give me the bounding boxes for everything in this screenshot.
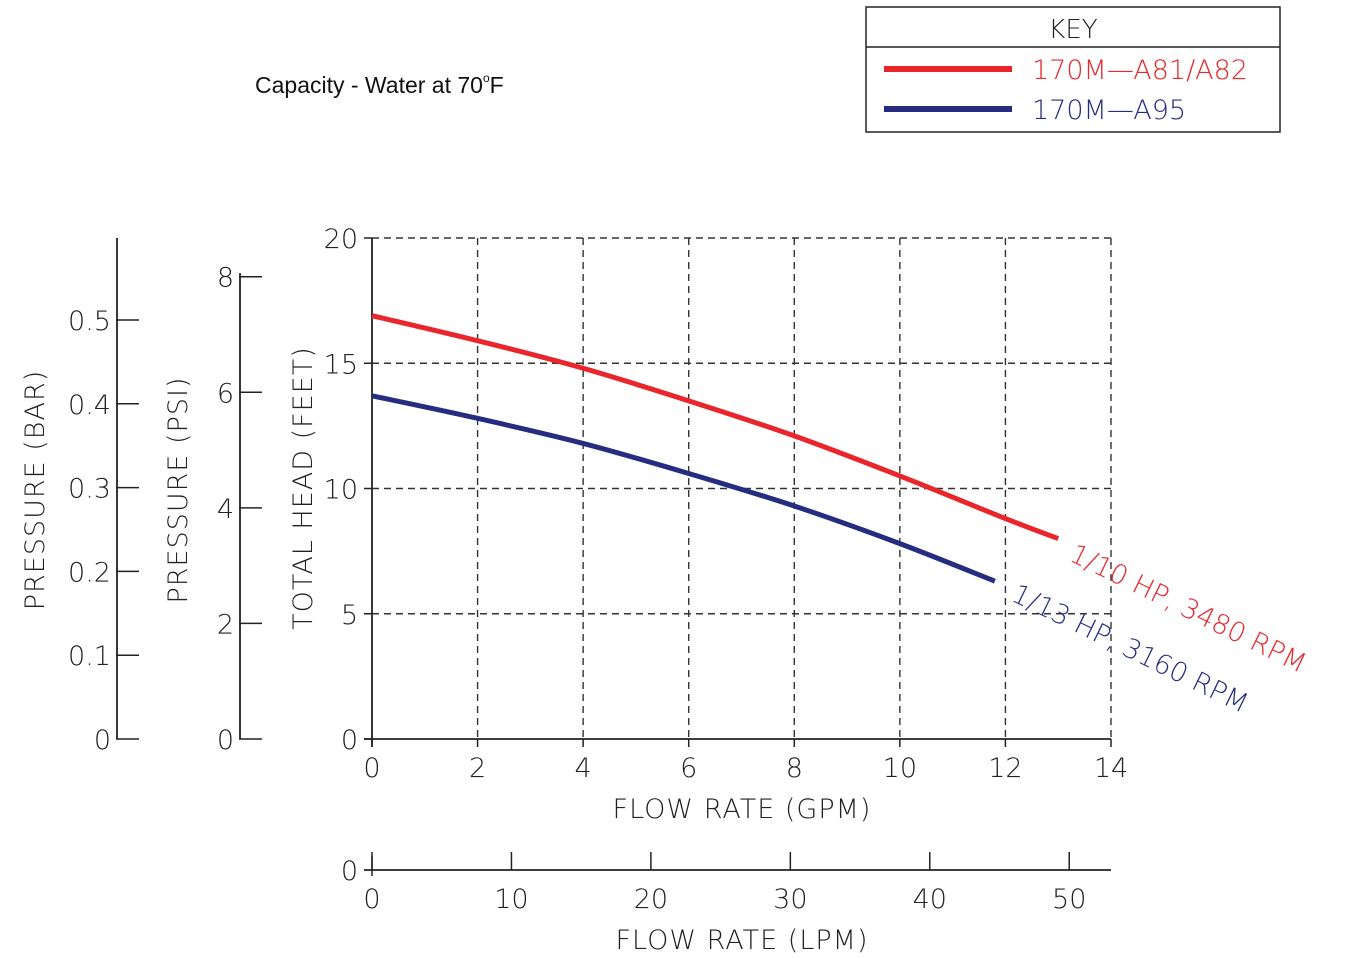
x-axis-label: FLOW RATE (GPM) bbox=[613, 794, 872, 825]
y-tick-label: 5 bbox=[341, 600, 358, 631]
axis-tick-label: 0.4 bbox=[68, 390, 111, 421]
flow-lpm-label: FLOW RATE (LPM) bbox=[615, 925, 868, 956]
y-tick-label: 15 bbox=[324, 349, 358, 380]
axis-tick-label: 0.1 bbox=[68, 641, 111, 672]
x-tick-label: 8 bbox=[786, 753, 803, 784]
y-tick-label: 20 bbox=[324, 224, 358, 255]
series-line-1 bbox=[371, 393, 996, 584]
lpm-tick-label: 0 bbox=[363, 884, 380, 915]
axis-tick-label: 8 bbox=[217, 263, 234, 294]
pressure-bar-label: PRESSURE (BAR) bbox=[20, 370, 51, 611]
y-tick-label: 10 bbox=[324, 475, 358, 506]
lpm-zero-label: 0 bbox=[341, 856, 358, 887]
axis-tick-label: 6 bbox=[217, 378, 234, 409]
flow-lpm-axis: 00 10 20 30 40 50 bbox=[341, 852, 1111, 915]
lpm-tick-label: 50 bbox=[1052, 884, 1086, 915]
tick-labels: 0 2 4 6 8 10 12 14 0 5 10 15 20 bbox=[324, 224, 1129, 784]
axis-tick-label: 0.2 bbox=[68, 557, 111, 588]
x-tick-label: 2 bbox=[469, 753, 486, 784]
series-line-0 bbox=[371, 313, 1060, 541]
axis-tick-label: 0.5 bbox=[68, 306, 111, 337]
x-tick-label: 6 bbox=[680, 753, 697, 784]
lpm-tick-label: 30 bbox=[773, 884, 807, 915]
y-axis-label: TOTAL HEAD (FEET) bbox=[288, 346, 319, 630]
series-group bbox=[371, 313, 1060, 584]
series-annotation-0: 1/10 HP, 3480 RPM bbox=[1065, 538, 1311, 679]
series-annotation-1: 1/13 HP, 3160 RPM bbox=[1007, 578, 1253, 719]
y-tick-label: 0 bbox=[341, 725, 358, 756]
x-tick-label: 12 bbox=[988, 753, 1022, 784]
legend-header: KEY bbox=[1048, 15, 1097, 45]
title-text: Capacity - Water at 70 bbox=[255, 72, 483, 98]
pressure-psi-axis: 0 2 4 6 8 bbox=[217, 263, 262, 756]
pressure-bar-axis: 0 0.1 0.2 0.3 0.4 0.5 bbox=[68, 238, 139, 756]
degree-symbol: o bbox=[482, 71, 490, 86]
x-tick-label: 0 bbox=[363, 753, 380, 784]
lpm-tick-label: 40 bbox=[913, 884, 947, 915]
x-tick-label: 10 bbox=[883, 753, 917, 784]
x-tick-label: 4 bbox=[575, 753, 592, 784]
pressure-psi-label: PRESSURE (PSI) bbox=[163, 377, 194, 604]
title-unit: F bbox=[489, 72, 504, 98]
lpm-tick-label: 20 bbox=[634, 884, 668, 915]
axis-tick-label: 2 bbox=[217, 609, 234, 640]
grid bbox=[372, 237, 1112, 739]
axis-tick-label: 0.3 bbox=[68, 474, 111, 505]
legend: KEY 170M—A81/A82 170M—A95 bbox=[865, 6, 1281, 133]
axis-tick-label: 0 bbox=[217, 725, 234, 756]
lpm-tick-label: 10 bbox=[494, 884, 528, 915]
axis-tick-label: 4 bbox=[217, 494, 234, 525]
legend-label-1: 170M—A95 bbox=[1032, 95, 1186, 126]
legend-label-0: 170M—A81/A82 bbox=[1032, 55, 1248, 86]
axis-tick-label: 0 bbox=[94, 725, 111, 756]
x-tick-label: 14 bbox=[1094, 753, 1128, 784]
chart-title: Capacity - Water at 70oF bbox=[255, 71, 504, 99]
axes bbox=[364, 238, 1111, 747]
